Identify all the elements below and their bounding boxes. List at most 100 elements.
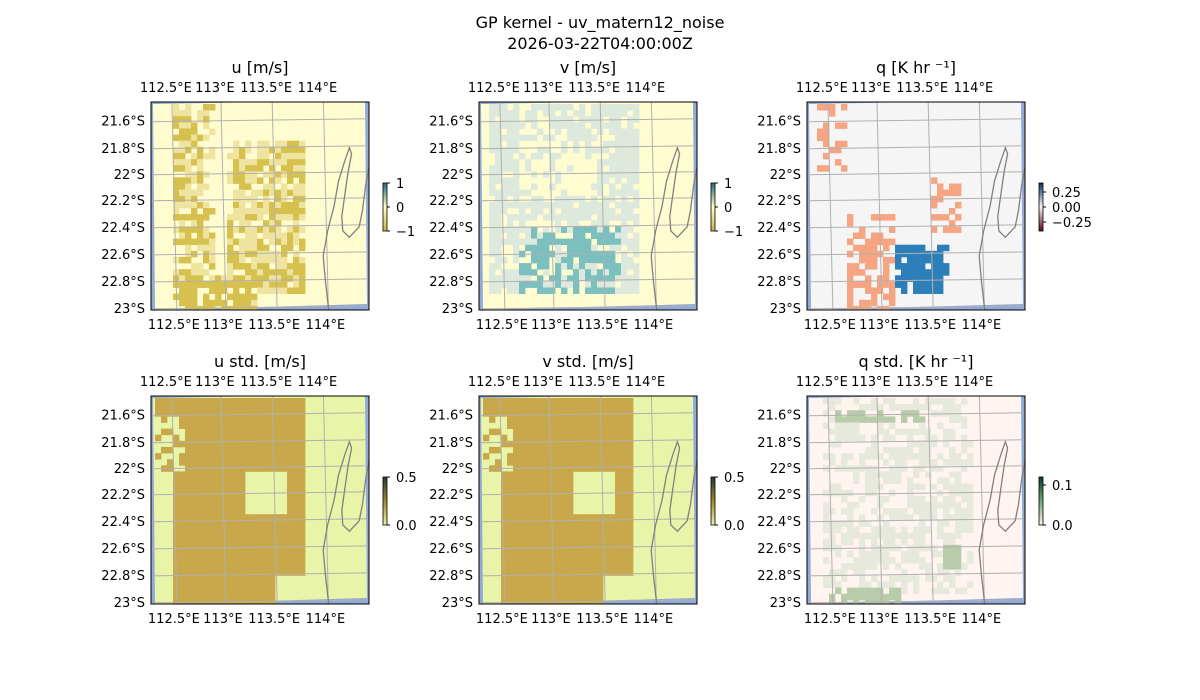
data-cell (543, 287, 550, 294)
data-cell (293, 446, 300, 454)
data-cell (627, 189, 634, 197)
data-cell (841, 104, 848, 111)
data-cell (907, 557, 914, 564)
data-cell (233, 189, 240, 197)
data-cell (209, 526, 216, 533)
data-cell (185, 587, 192, 595)
data-cell (859, 416, 866, 423)
data-cell (299, 189, 306, 197)
data-cell (949, 208, 956, 215)
data-cell (847, 508, 854, 515)
data-cell (287, 569, 294, 576)
data-cell (269, 269, 276, 276)
data-cell (513, 446, 520, 454)
data-cell (609, 256, 616, 264)
data-cell (179, 532, 186, 540)
data-cell (239, 502, 246, 509)
data-cell (501, 599, 508, 604)
data-cell (537, 422, 544, 429)
data-cell (519, 532, 526, 540)
data-cell (889, 398, 896, 405)
data-cell (269, 526, 276, 533)
data-cell (513, 269, 520, 276)
data-cell (269, 275, 276, 282)
data-cell (197, 459, 204, 466)
lon-tick-label-top: 112.5°E (140, 375, 192, 390)
data-cell (531, 256, 538, 264)
data-cell (597, 563, 604, 570)
data-cell (895, 514, 902, 521)
data-cell (179, 116, 186, 123)
data-cell (293, 226, 300, 233)
data-cell (555, 502, 562, 509)
data-cell (269, 287, 276, 294)
data-cell (603, 569, 610, 576)
data-cell (191, 532, 198, 540)
data-cell (823, 526, 830, 533)
data-cell (615, 550, 622, 558)
data-cell (269, 226, 276, 233)
data-cell (531, 404, 538, 411)
data-cell (627, 244, 634, 252)
data-cell (179, 177, 186, 184)
data-cell (173, 514, 180, 521)
data-cell (275, 459, 282, 466)
data-cell (573, 575, 580, 582)
data-cell (531, 226, 538, 233)
data-cell (591, 183, 598, 190)
data-cell (233, 599, 240, 604)
data-cell (299, 177, 306, 184)
panel-title: v std. [m/s] (542, 352, 633, 371)
data-cell (281, 250, 288, 258)
data-cell (531, 581, 538, 588)
data-cell (251, 520, 258, 527)
data-cell (621, 263, 628, 270)
data-cell (967, 459, 974, 466)
data-cell (299, 465, 306, 472)
data-cell (227, 532, 234, 540)
data-cell (633, 165, 640, 172)
data-cell (615, 152, 622, 160)
lat-gridline (151, 518, 369, 523)
data-cell (955, 526, 962, 533)
lat-gridline (807, 145, 1025, 150)
data-cell (561, 440, 568, 448)
data-cell (877, 275, 884, 282)
data-cell (621, 214, 628, 221)
data-cell (537, 428, 544, 436)
data-cell (173, 526, 180, 533)
data-cell (543, 226, 550, 233)
data-cell (495, 263, 502, 270)
lat-gridline (479, 599, 697, 604)
data-cell (173, 159, 180, 166)
data-cell (191, 152, 198, 160)
data-cell (191, 238, 198, 246)
data-cell (233, 275, 240, 282)
data-cell (227, 489, 234, 497)
data-cell (269, 171, 276, 178)
data-cell (865, 299, 872, 307)
data-cell (889, 593, 896, 601)
data-cell (263, 171, 270, 178)
data-cell (209, 440, 216, 448)
colorbar (710, 476, 716, 526)
data-cell (233, 416, 240, 423)
data-cell (609, 398, 616, 405)
data-cell (603, 550, 610, 558)
data-cell (179, 520, 186, 527)
data-cell (251, 514, 258, 521)
data-cell (251, 453, 258, 460)
data-cell (597, 122, 604, 129)
data-cell (943, 569, 950, 576)
data-cell (191, 177, 198, 184)
data-cell (579, 116, 586, 123)
data-cell (955, 453, 962, 460)
data-cell (275, 538, 282, 546)
data-cell (859, 563, 866, 570)
data-cell (185, 287, 192, 294)
data-cell (239, 165, 246, 172)
data-cell (239, 201, 246, 209)
data-cell (203, 226, 210, 233)
data-cell (627, 214, 634, 221)
data-cell (251, 171, 258, 178)
